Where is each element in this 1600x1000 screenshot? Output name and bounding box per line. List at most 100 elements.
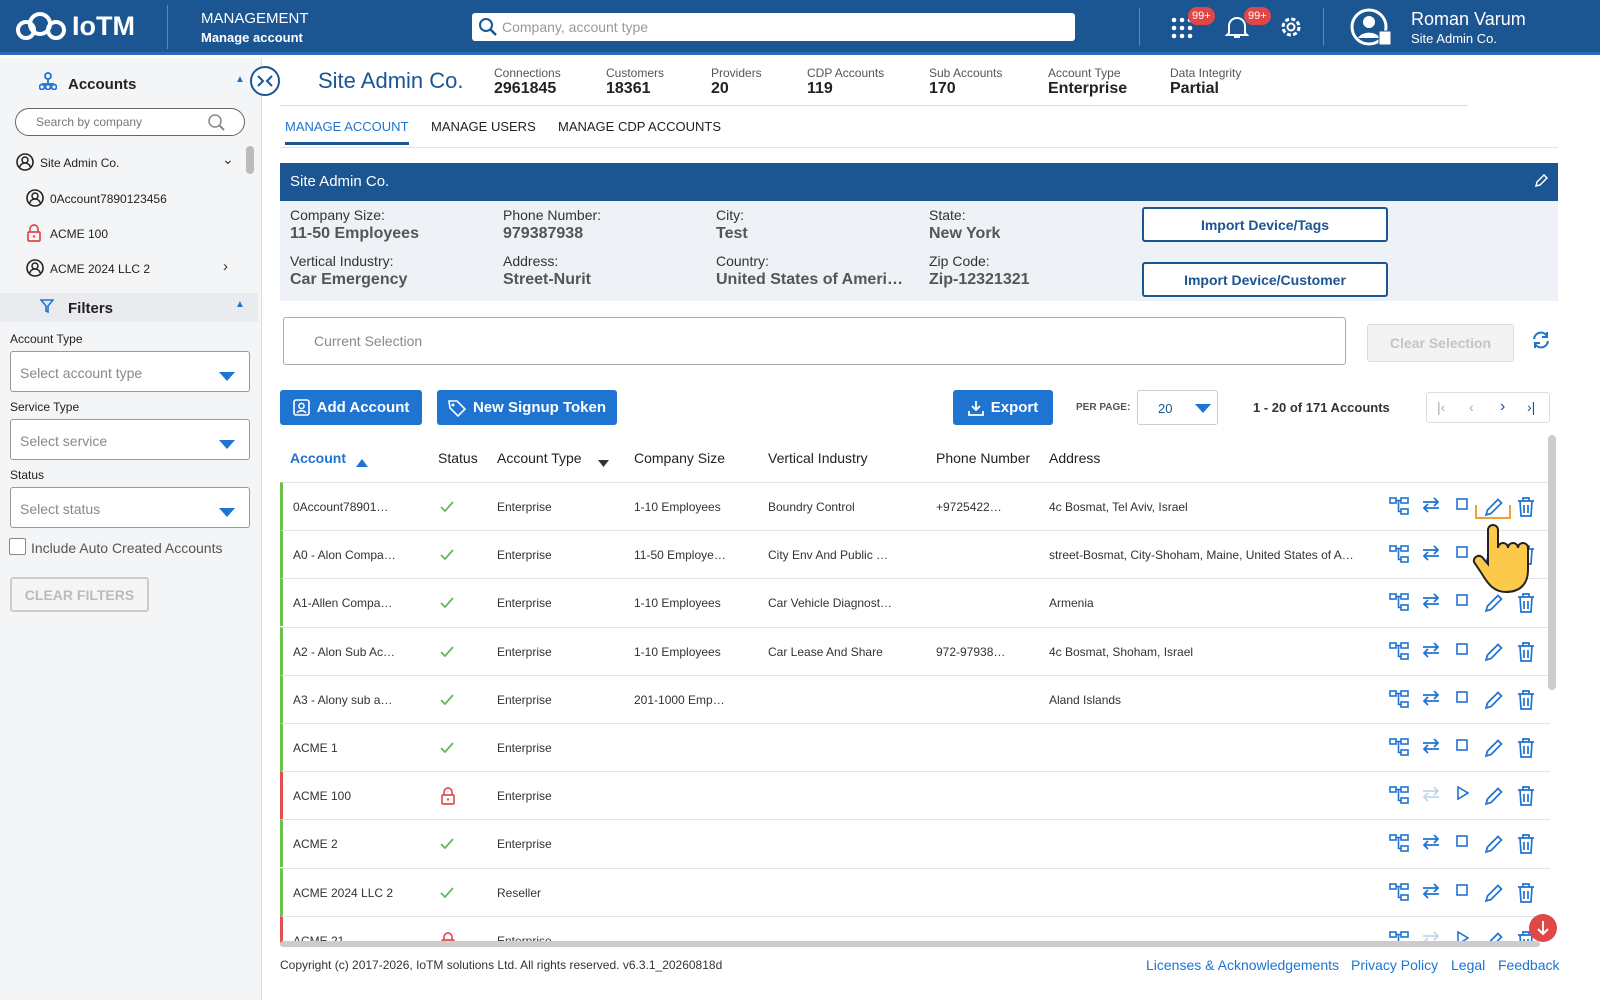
table-row[interactable]: 0Account78901… Enterprise 1-10 Employees Bo… [280,482,1550,530]
action-play[interactable] [1455,930,1470,945]
action-stop[interactable] [1455,883,1469,902]
column-header[interactable]: Company Size [634,450,726,466]
table-row[interactable]: A1-Allen Compa… Enterprise 1-10 Employees C… [280,578,1550,627]
action-del[interactable] [1517,689,1535,715]
action-edit[interactable] [1484,786,1504,811]
checkbox[interactable] [9,538,26,555]
action-tree[interactable] [1389,545,1409,568]
prev-page[interactable]: ‹ [1469,399,1474,415]
action-swap[interactable] [1421,593,1441,614]
action-edit[interactable] [1484,497,1504,522]
search[interactable]: Company, account type [472,13,1075,41]
action-tree[interactable] [1389,882,1409,906]
table-row[interactable]: A3 - Alony sub a… Enterprise 201-1000 Emp…… [280,674,1550,723]
action-edit[interactable] [1484,834,1504,859]
action-stop[interactable] [1455,593,1469,612]
action-stop[interactable] [1455,545,1469,564]
action-del[interactable] [1517,738,1535,763]
tree-item[interactable]: 0Account7890123456 [50,192,167,206]
table-row[interactable]: ACME 21 Enterprise [280,915,1550,945]
action-edit[interactable] [1484,883,1504,908]
per-page-select[interactable]: 20 [1137,390,1218,425]
action-del[interactable] [1517,882,1535,908]
action-swap[interactable] [1421,497,1441,518]
tab[interactable]: MANAGE CDP ACCOUNTS [558,119,722,134]
collapse-toggle[interactable] [249,65,281,97]
filter-select[interactable]: Select service [10,419,250,460]
action-edit[interactable] [1484,642,1504,667]
table-row[interactable]: ACME 1 Enterprise [280,723,1550,771]
filters-header[interactable]: Filters ▲ [0,293,258,322]
table-row[interactable]: ACME 2024 LLC 2 Reseller [280,867,1550,916]
action-tree[interactable] [1389,738,1409,761]
footer-link[interactable]: Feedback [1498,957,1560,973]
action-swap[interactable] [1421,931,1441,945]
tab[interactable]: MANAGE USERS [431,119,536,134]
action-tree[interactable] [1389,689,1409,713]
action-tree[interactable] [1389,593,1409,616]
action-del[interactable] [1517,786,1535,811]
action-edit[interactable] [1484,593,1504,618]
action-stop[interactable] [1455,642,1469,661]
import-button[interactable]: Import Device/Tags [1142,207,1388,242]
tree-item[interactable]: Site Admin Co. [40,156,120,170]
action-del[interactable] [1517,930,1535,945]
column-header[interactable]: Status [438,450,478,466]
footer-link[interactable]: Privacy Policy [1351,957,1439,973]
apps-icon[interactable] [1171,17,1193,39]
action-stop[interactable] [1455,690,1469,709]
action-tree[interactable] [1389,834,1409,857]
scroll-down-button[interactable] [1528,913,1558,943]
action-stop[interactable] [1455,497,1469,516]
filter-select[interactable]: Select status [10,487,250,528]
table-row[interactable]: A2 - Alon Sub Ac… Enterprise 1-10 Employee… [280,626,1550,675]
filter-select[interactable]: Select account type [10,351,250,392]
action-tree[interactable] [1389,641,1409,665]
tree-item[interactable]: ACME 100 [50,227,109,241]
signup-token-button[interactable]: New Signup Token [437,390,617,425]
action-del[interactable] [1517,593,1535,618]
table-row[interactable]: ACME 100 Enterprise [280,771,1550,820]
action-swap[interactable] [1421,738,1441,759]
import-button[interactable]: Import Device/Customer [1142,262,1388,297]
footer-link[interactable]: Legal [1451,957,1486,973]
action-edit[interactable] [1484,690,1504,715]
export-button[interactable]: Export [953,390,1053,425]
action-swap[interactable] [1421,834,1441,855]
column-header[interactable]: Account Type [497,450,582,466]
first-page[interactable]: |‹ [1437,399,1446,415]
action-edit[interactable] [1484,738,1504,763]
edit-icon[interactable] [1534,174,1548,188]
table-row[interactable]: A0 - Alon Compa… Enterprise 11-50 Employe…… [280,530,1550,579]
action-tree[interactable] [1389,497,1409,520]
clear-selection-button[interactable]: Clear Selection [1367,324,1514,362]
action-tree[interactable] [1389,786,1409,809]
settings-icon[interactable] [1279,15,1303,39]
action-play[interactable] [1455,785,1470,805]
action-del[interactable] [1517,834,1535,859]
clear-filters-button[interactable]: CLEAR FILTERS [10,577,149,612]
action-swap[interactable] [1421,786,1441,807]
last-page[interactable]: ›| [1527,399,1536,415]
column-header[interactable]: Address [1049,450,1101,466]
avatar[interactable] [1349,7,1401,49]
action-del[interactable] [1517,497,1535,522]
action-swap[interactable] [1421,882,1441,904]
action-del[interactable] [1517,641,1535,667]
action-swap[interactable] [1421,641,1441,663]
table-row[interactable]: ACME 2 Enterprise [280,819,1550,868]
column-header[interactable]: Vertical Industry [768,450,868,466]
refresh-icon[interactable] [1530,329,1552,351]
action-swap[interactable] [1421,545,1441,566]
bell-icon[interactable] [1224,14,1250,40]
action-stop[interactable] [1455,834,1469,853]
next-page[interactable]: › [1500,398,1506,415]
column-header[interactable]: Account [290,450,346,466]
action-stop[interactable] [1455,738,1469,757]
footer-link[interactable]: Licenses & Acknowledgements [1146,957,1339,973]
column-header[interactable]: Phone Number [936,450,1031,466]
sidebar-search[interactable]: Search by company [15,108,245,136]
tree-item[interactable]: ACME 2024 LLC 2 [50,262,151,276]
tab[interactable]: MANAGE ACCOUNT [285,119,409,145]
add-account-button[interactable]: Add Account [280,390,422,425]
